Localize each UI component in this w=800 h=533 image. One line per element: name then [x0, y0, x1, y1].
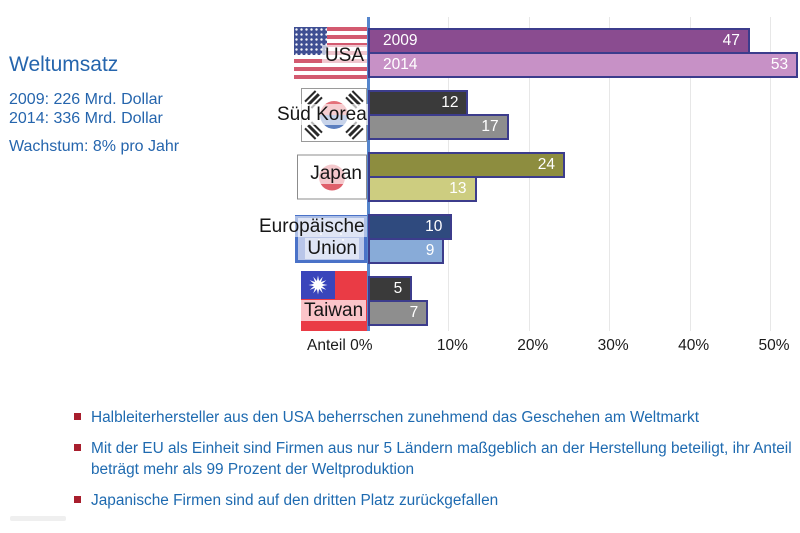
- value-label-2009-europ-ische-union: 10: [425, 218, 443, 235]
- gridline-30%: [609, 17, 611, 331]
- bars-japan: 24 13: [368, 152, 800, 202]
- bar-2009-usa: 2009 47: [368, 28, 750, 54]
- bars-europ-ische-union: 10 9: [368, 214, 800, 264]
- tick-label-50%: 50%: [758, 337, 790, 354]
- market-share-bar-chart: USA 2009 47 2014 53 Süd Korea 12 17 Japan 24 13 Eur…: [257, 17, 800, 377]
- category-label-s-d-korea: Süd Korea: [274, 104, 370, 125]
- bar-2014-europ-ische-union: 9: [368, 238, 445, 264]
- tick-label-20%: 20%: [517, 337, 549, 354]
- bar-2009-japan: 24: [368, 152, 565, 178]
- category-label-japan: Japan: [307, 163, 365, 184]
- flag-cell-europ-ische-union: Europäische Union: [257, 214, 368, 264]
- value-label-2014-europ-ische-union: 9: [425, 242, 435, 259]
- tick-label-30%: 30%: [597, 337, 629, 354]
- revenue-2009: 2009: 226 Mrd. Dollar: [9, 91, 163, 108]
- chart-row-s-d-korea: Süd Korea 12 17: [274, 88, 800, 142]
- flag-cell-usa: USA: [293, 27, 368, 79]
- flag-cell-japan: Japan: [293, 152, 368, 202]
- usa-flag-canton: [294, 27, 327, 55]
- category-label-taiwan: Taiwan: [301, 300, 367, 321]
- bars-s-d-korea: 12 17: [368, 90, 800, 140]
- chart-row-usa: USA 2009 47 2014 53: [293, 27, 800, 79]
- value-label-2014-taiwan: 7: [409, 304, 419, 321]
- bullet-text: Japanische Firmen sind auf den dritten P…: [91, 492, 499, 509]
- bar-2014-usa: 2014 53: [368, 52, 799, 78]
- flag-cell-taiwan: Taiwan: [293, 271, 368, 331]
- bullet-square-icon: [74, 413, 81, 420]
- x-axis-label: Anteil 0%: [307, 337, 373, 354]
- bullet-square-icon: [74, 496, 81, 503]
- panel-title: Weltumsatz: [9, 53, 119, 76]
- flag-cell-s-d-korea: Süd Korea: [274, 88, 370, 142]
- taiwan-sun-icon: [308, 275, 328, 295]
- bars-usa: 2009 47 2014 53: [368, 28, 800, 78]
- bullet-square-icon: [74, 444, 81, 451]
- bar-2014-s-d-korea: 17: [368, 114, 509, 140]
- bullet-item-3: Japanische Firmen sind auf den dritten P…: [74, 490, 798, 511]
- bullet-item-1: Halbleiterhersteller aus den USA beherrs…: [74, 407, 798, 428]
- value-label-2014-japan: 13: [449, 180, 467, 197]
- corner-artifact: [10, 516, 66, 521]
- bar-2009-taiwan: 5: [368, 276, 413, 302]
- tick-label-40%: 40%: [678, 337, 710, 354]
- bar-2014-taiwan: 7: [368, 300, 429, 326]
- gridline-40%: [689, 17, 691, 331]
- category-label-usa: USA: [321, 45, 367, 66]
- chart-rows: USA 2009 47 2014 53 Süd Korea 12 17 Japan 24 13 Eur…: [257, 27, 800, 338]
- value-label-2014-usa: 53: [770, 56, 789, 73]
- chart-row-japan: Japan 24 13: [293, 152, 800, 202]
- bullet-text: Halbleiterhersteller aus den USA beherrs…: [91, 409, 699, 426]
- category-label-europ-ische-union: Europäische Union: [257, 216, 367, 259]
- value-label-2009-s-d-korea: 12: [441, 94, 459, 111]
- tick-label-10%: 10%: [436, 337, 468, 354]
- bullet-list: Halbleiterhersteller aus den USA beherrs…: [74, 407, 798, 521]
- series-year-label-2014: 2014: [383, 56, 418, 73]
- bullet-item-2: Mit der EU als Einheit sind Firmen aus n…: [74, 438, 798, 480]
- series-year-label-2009: 2009: [383, 32, 418, 49]
- bar-2014-japan: 13: [368, 176, 477, 202]
- gridline-50%: [770, 17, 771, 331]
- revenue-2014: 2014: 336 Mrd. Dollar: [9, 110, 163, 127]
- value-label-2009-taiwan: 5: [393, 280, 403, 297]
- value-label-2009-japan: 24: [537, 156, 555, 173]
- growth-rate: Wachstum: 8% pro Jahr: [9, 138, 180, 155]
- value-label-2014-s-d-korea: 17: [481, 118, 499, 135]
- world-revenue-panel: Weltumsatz 2009: 226 Mrd. Dollar 2014: 3…: [9, 53, 179, 156]
- chart-row-europ-ische-union: Europäische Union 10 9: [257, 214, 800, 264]
- chart-row-taiwan: Taiwan 5 7: [293, 271, 800, 331]
- bullet-text: Mit der EU als Einheit sind Firmen aus n…: [91, 440, 792, 478]
- value-label-2009-usa: 47: [722, 32, 740, 49]
- bar-2009-europ-ische-union: 10: [368, 214, 453, 240]
- bar-2009-s-d-korea: 12: [368, 90, 469, 116]
